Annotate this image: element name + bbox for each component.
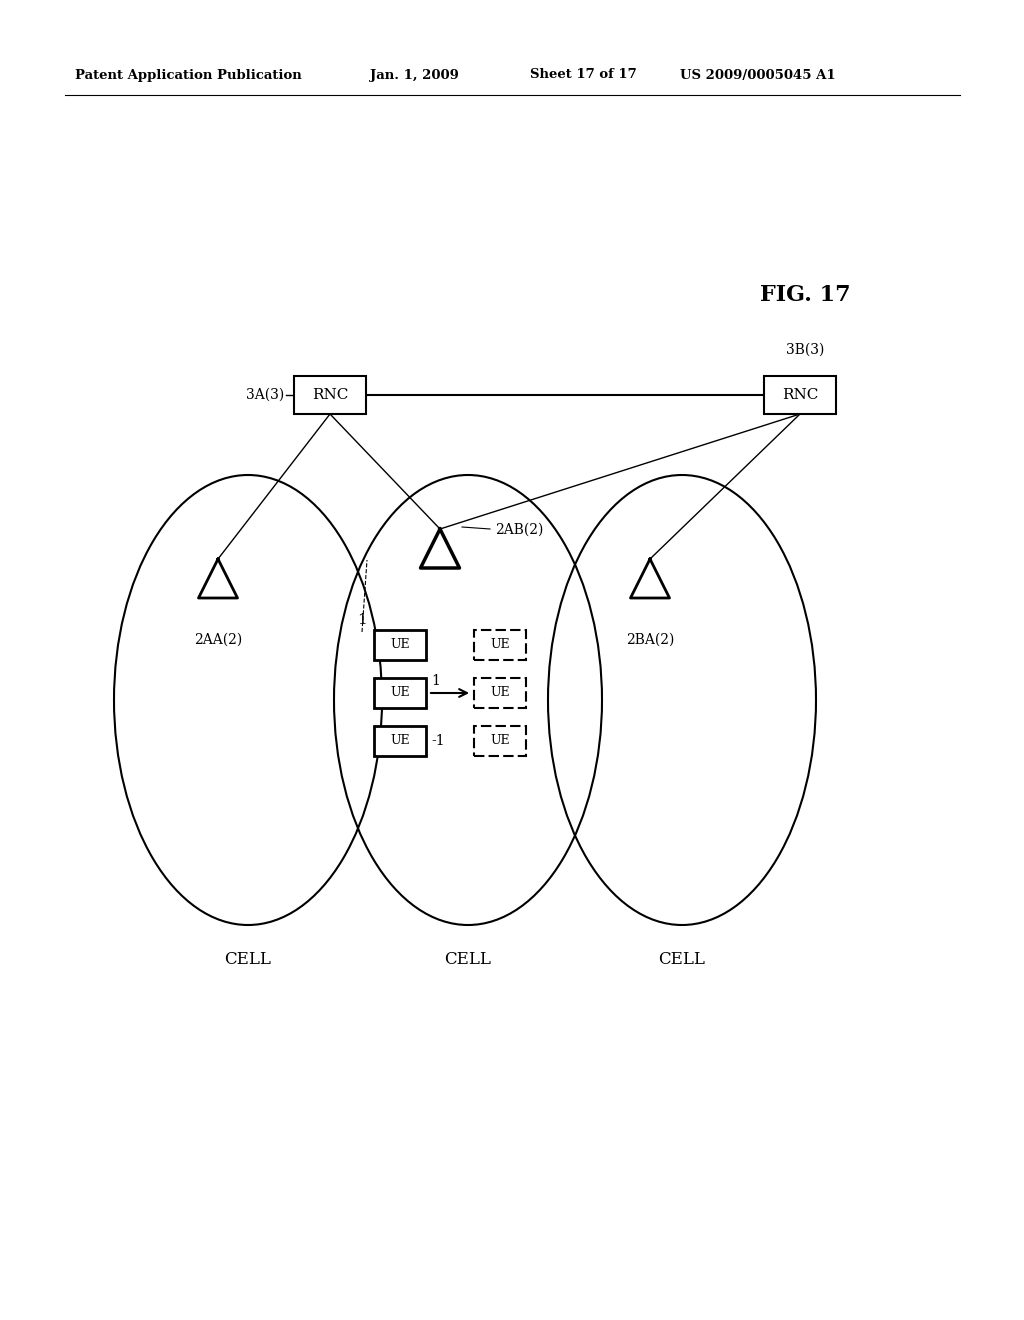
Text: 1: 1 xyxy=(431,675,440,688)
Text: Patent Application Publication: Patent Application Publication xyxy=(75,69,302,82)
FancyBboxPatch shape xyxy=(374,726,426,756)
Text: UE: UE xyxy=(390,686,410,700)
Text: -1: -1 xyxy=(431,734,444,748)
Text: UE: UE xyxy=(490,734,510,747)
Text: Jan. 1, 2009: Jan. 1, 2009 xyxy=(370,69,459,82)
Text: UE: UE xyxy=(490,639,510,652)
Text: FIG. 17: FIG. 17 xyxy=(760,284,851,306)
FancyBboxPatch shape xyxy=(374,678,426,708)
Text: UE: UE xyxy=(490,686,510,700)
Text: CELL: CELL xyxy=(444,952,492,969)
Text: CELL: CELL xyxy=(224,952,271,969)
Text: 3B(3): 3B(3) xyxy=(785,343,824,356)
Text: UE: UE xyxy=(390,734,410,747)
Text: RNC: RNC xyxy=(312,388,348,403)
Text: 2AB(2): 2AB(2) xyxy=(495,523,544,537)
FancyBboxPatch shape xyxy=(764,376,836,414)
FancyBboxPatch shape xyxy=(374,630,426,660)
Text: 2BA(2): 2BA(2) xyxy=(626,634,674,647)
Text: US 2009/0005045 A1: US 2009/0005045 A1 xyxy=(680,69,836,82)
Text: UE: UE xyxy=(390,639,410,652)
Text: 3A(3): 3A(3) xyxy=(246,388,284,403)
FancyBboxPatch shape xyxy=(294,376,366,414)
FancyBboxPatch shape xyxy=(474,678,526,708)
Text: 1: 1 xyxy=(357,612,367,627)
FancyBboxPatch shape xyxy=(474,630,526,660)
FancyBboxPatch shape xyxy=(474,726,526,756)
Text: RNC: RNC xyxy=(781,388,818,403)
Text: 2AA(2): 2AA(2) xyxy=(194,634,242,647)
Text: Sheet 17 of 17: Sheet 17 of 17 xyxy=(530,69,637,82)
Text: CELL: CELL xyxy=(658,952,706,969)
